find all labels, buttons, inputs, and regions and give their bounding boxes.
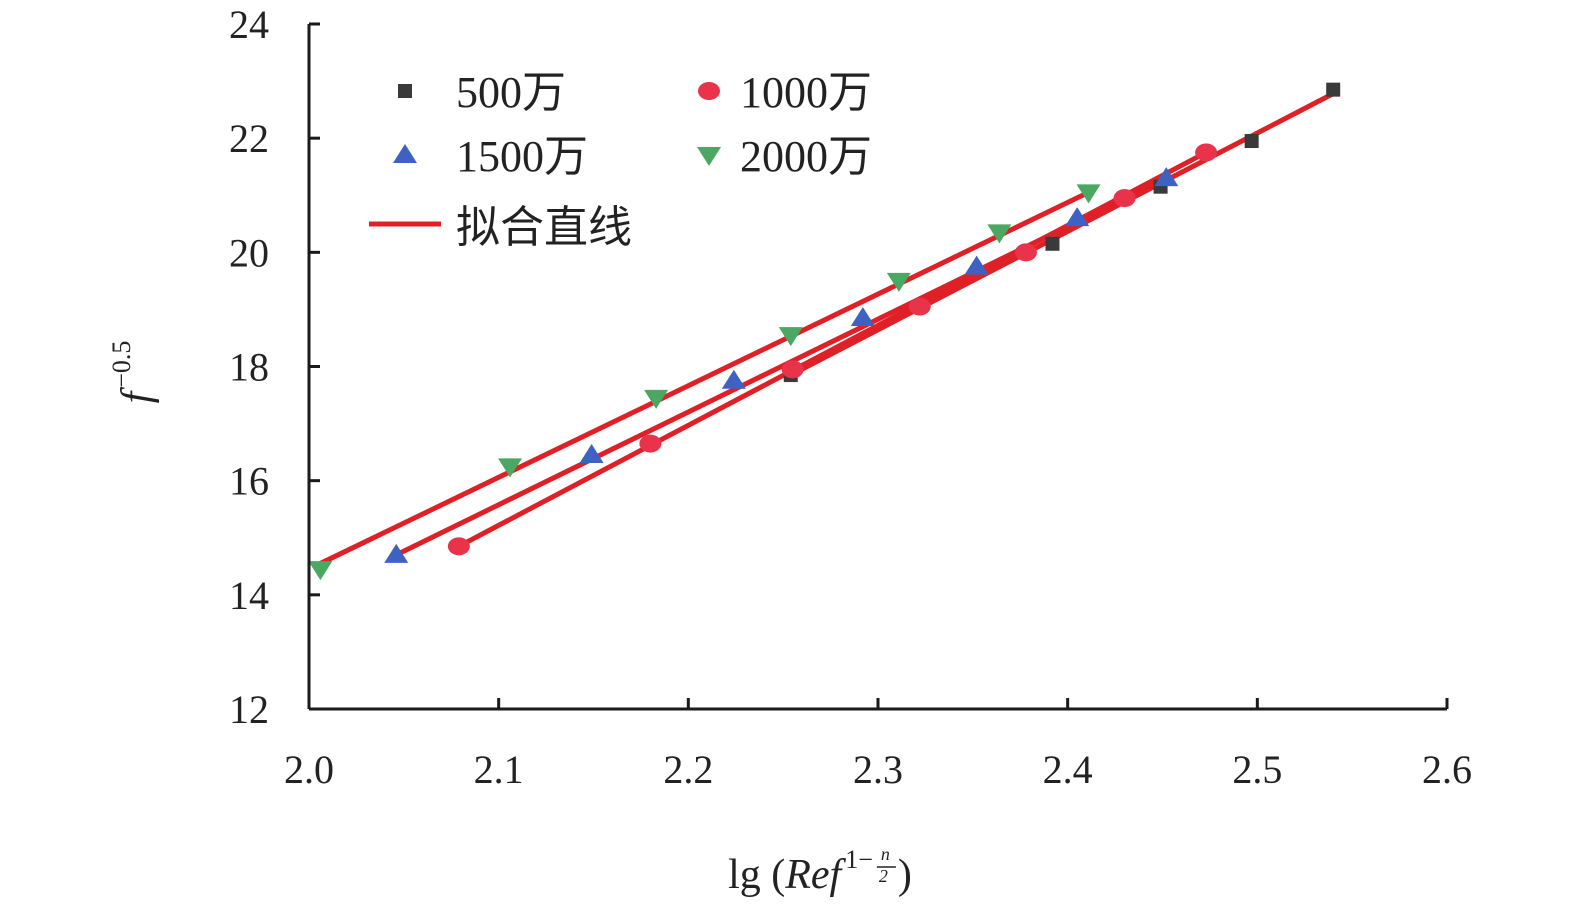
data-point (1154, 167, 1179, 187)
data-point (644, 389, 669, 409)
y-ticks: 12 14 16 18 20 22 24 (229, 2, 320, 732)
y-tick-label: 18 (229, 345, 269, 390)
x-tick-label: 2.3 (853, 747, 903, 792)
data-point (850, 306, 875, 326)
data-point (1326, 82, 1341, 97)
x-axis-title-exp-den: 2 (879, 866, 888, 886)
data-point (908, 297, 931, 316)
plot-area (308, 82, 1341, 581)
x-ticks: 2.0 2.1 2.2 2.3 2.4 2.5 2.6 (284, 698, 1472, 792)
legend-marker (698, 82, 720, 100)
legend-marker (393, 144, 417, 163)
data-point (886, 272, 911, 292)
x-tick-label: 2.4 (1043, 747, 1093, 792)
data-point (1113, 189, 1136, 208)
x-axis-title-var: Ref (784, 852, 846, 898)
data-point (639, 434, 662, 453)
x-tick-label: 2.5 (1232, 747, 1282, 792)
y-tick-label: 20 (229, 230, 269, 275)
data-point (1195, 143, 1218, 162)
data-point (579, 443, 604, 463)
data-point (1045, 236, 1060, 251)
axes: 2.0 2.1 2.2 2.3 2.4 2.5 2.6 12 14 16 18 20 22 24 (229, 2, 1472, 792)
legend-label: 500万 (456, 68, 566, 117)
y-tick-label: 22 (229, 116, 269, 161)
data-point (498, 458, 523, 478)
legend-label: 2000万 (740, 132, 872, 181)
x-tick-label: 2.2 (663, 747, 713, 792)
fit-line (788, 91, 1336, 378)
data-point (987, 224, 1012, 244)
legend-label: 拟合直线 (456, 203, 632, 252)
data-point (1065, 207, 1090, 227)
data-markers (308, 82, 1341, 581)
fit-line (317, 189, 1092, 566)
legend-label: 1500万 (456, 132, 588, 181)
data-point (964, 255, 989, 275)
y-axis-title-var: f (114, 386, 160, 403)
x-tick-label: 2.0 (284, 747, 334, 792)
x-axis-title-exp-prefix: 1− (845, 845, 873, 874)
x-tick-label: 2.6 (1422, 747, 1472, 792)
x-axis-title: lg (Ref 1− n 2) (728, 844, 912, 898)
data-point (1076, 184, 1101, 204)
data-point (447, 537, 470, 556)
data-point (1244, 134, 1259, 149)
y-tick-label: 14 (229, 573, 269, 618)
y-axis-title-exp: −0.5 (107, 341, 136, 388)
legend-marker (398, 84, 412, 98)
legend-label: 1000万 (740, 68, 872, 117)
y-tick-label: 24 (229, 2, 269, 47)
data-point (1014, 243, 1037, 262)
x-tick-label: 2.1 (474, 747, 524, 792)
data-point (721, 369, 746, 389)
x-axis-title-prefix: lg ( (728, 852, 785, 898)
y-tick-label: 12 (229, 687, 269, 732)
y-axis-title: f−0.5 (107, 341, 160, 404)
fit-line (393, 175, 1169, 558)
data-point (781, 360, 804, 379)
data-point (384, 543, 409, 563)
x-axis-title-suffix: ) (898, 852, 912, 898)
y-tick-label: 16 (229, 459, 269, 504)
data-point (308, 561, 333, 581)
legend-marker (697, 147, 721, 166)
data-point (778, 327, 803, 347)
x-axis-title-exp-num: n (881, 844, 890, 864)
